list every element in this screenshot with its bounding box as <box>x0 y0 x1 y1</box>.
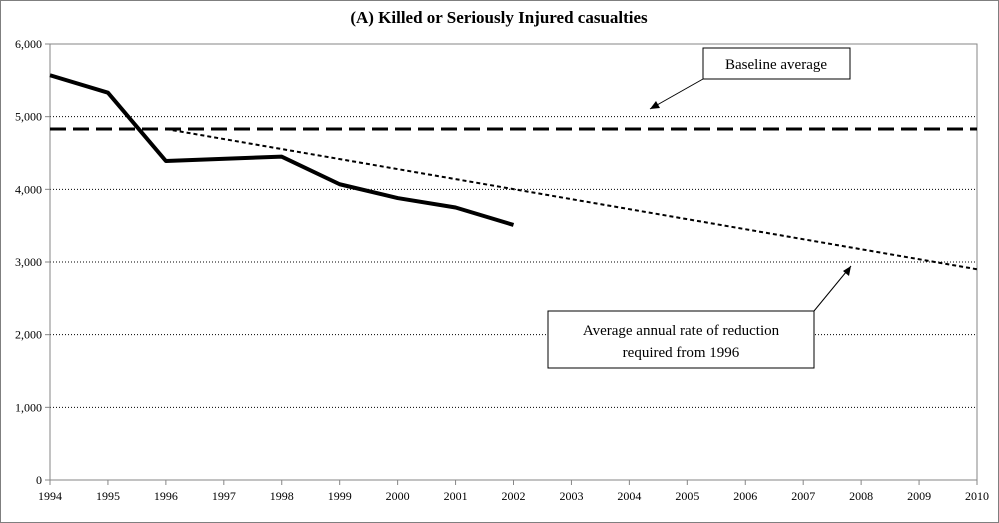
casualties-line <box>49 73 515 227</box>
x-tick-label: 2010 <box>965 489 989 503</box>
reduction-annotation-box <box>547 310 815 369</box>
x-tick-label: 2006 <box>733 489 757 503</box>
y-tick-label: 3,000 <box>15 255 42 269</box>
y-tick-label: 4,000 <box>15 182 42 196</box>
annotation-layer: Baseline average Average annual rate of … <box>547 47 852 369</box>
x-tick-label: 1997 <box>212 489 236 503</box>
x-tick-label: 2002 <box>502 489 526 503</box>
x-tick-label: 2008 <box>849 489 873 503</box>
x-tick-label: 1995 <box>96 489 120 503</box>
baseline-annotation-text: Baseline average <box>725 57 827 73</box>
y-tick-label: 2,000 <box>15 328 42 342</box>
x-tick-label: 1999 <box>328 489 352 503</box>
chart-title: (A) Killed or Seriously Injured casualti… <box>350 8 648 27</box>
x-tick-label: 1996 <box>154 489 178 503</box>
series-layer <box>49 73 978 271</box>
y-tick-label: 5,000 <box>15 110 42 124</box>
axes-layer: 0 1,000 2,000 3,000 4,000 5,000 6,000 1994 1995 1… <box>15 37 989 503</box>
reduction-trend-line <box>165 128 978 271</box>
y-tick-label: 0 <box>36 473 42 487</box>
reduction-annotation-line-2: required from 1996 <box>623 345 740 361</box>
y-tick-label: 6,000 <box>15 37 42 51</box>
baseline-annotation-box <box>702 47 851 80</box>
x-tick-label: 1994 <box>38 489 62 503</box>
reduction-annotation-arrow <box>813 265 852 312</box>
baseline-arrowhead <box>650 101 660 109</box>
plot-area-border <box>49 43 978 481</box>
y-tick-label: 1,000 <box>15 400 42 414</box>
x-tick-label: 2009 <box>907 489 931 503</box>
x-tick-label: 2003 <box>559 489 583 503</box>
x-tick-label: 1998 <box>270 489 294 503</box>
x-tick-label: 2001 <box>444 489 468 503</box>
reduction-annotation-line-1: Average annual rate of reduction <box>583 323 780 339</box>
x-tick-label: 2007 <box>791 489 815 503</box>
grid-layer <box>49 43 978 481</box>
baseline-annotation-arrow <box>649 78 704 110</box>
x-tick-label: 2004 <box>617 489 641 503</box>
x-tick-label: 2000 <box>386 489 410 503</box>
reduction-arrowhead <box>843 266 851 276</box>
x-tick-label: 2005 <box>675 489 699 503</box>
